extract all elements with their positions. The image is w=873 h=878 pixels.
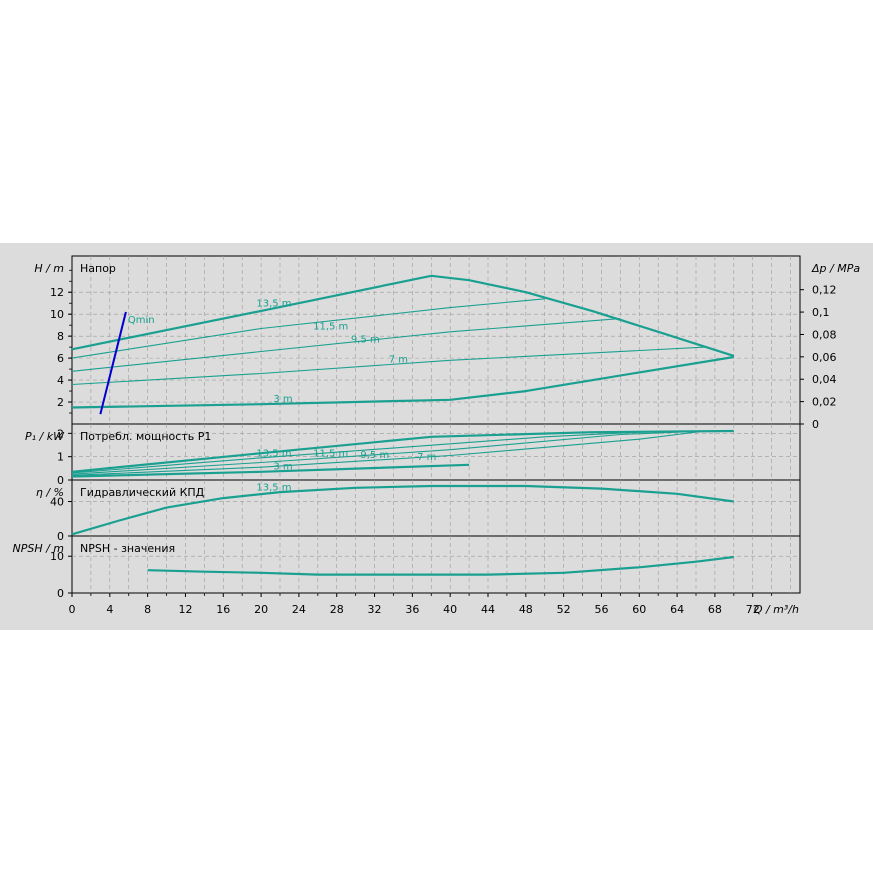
- series-label: 11,5 m: [313, 322, 348, 333]
- series-line: [71, 318, 621, 372]
- y-tick-label: 8: [57, 330, 64, 343]
- x-tick-label: 20: [254, 603, 268, 616]
- y-axis-label: H / m: [34, 262, 64, 275]
- y-tick-label: 0: [57, 474, 64, 487]
- x-tick-label: 32: [368, 603, 382, 616]
- y2-tick-label: 0,04: [812, 373, 837, 386]
- x-tick-label: 72: [746, 603, 760, 616]
- series-line: [71, 355, 734, 409]
- y-tick-label: 0: [57, 587, 64, 600]
- head-panel: 2 4 6 8 10 12 0 0,02 0,04 0,06 0,08 0,1 0,12 Δp / MPa…: [34, 255, 860, 431]
- y-axis-label: NPSH / m: [12, 542, 64, 555]
- series-label: 13,5 m: [256, 482, 291, 493]
- y2-tick-label: 0: [812, 418, 819, 431]
- series-label: 7 m: [389, 355, 408, 366]
- y-tick-label: 10: [50, 550, 64, 563]
- x-tick-label: 16: [216, 603, 230, 616]
- y2-tick-label: 0,08: [812, 328, 837, 341]
- series-line: [71, 484, 734, 536]
- y-tick-label: 6: [57, 352, 64, 365]
- x-tick-label: 24: [292, 603, 306, 616]
- x-tick-label: 0: [69, 603, 76, 616]
- series-label: 9,5 m: [351, 335, 380, 346]
- y-axis-label: P₁ / kW: [25, 430, 65, 443]
- y-tick-label: 12: [50, 286, 64, 299]
- series-label: 13,5 m: [256, 299, 291, 310]
- y-tick-label: 0: [57, 530, 64, 543]
- panel-title: NPSH - значения: [80, 542, 175, 555]
- qmin-line: [99, 311, 127, 415]
- plot-frame: [71, 535, 801, 594]
- series-line: [71, 298, 545, 359]
- series-line: [71, 430, 706, 474]
- series-label: 3 m: [273, 394, 292, 405]
- y-tick-label: 4: [57, 374, 64, 387]
- x-tick-label: 48: [519, 603, 533, 616]
- x-tick-label: 52: [557, 603, 571, 616]
- x-tick-label: 60: [632, 603, 646, 616]
- series-line: [71, 346, 706, 386]
- series-label: 3 m: [273, 462, 292, 473]
- y-tick-label: 2: [57, 427, 64, 440]
- y-tick-label: 2: [57, 396, 64, 409]
- x-tick-label: 64: [670, 603, 684, 616]
- x-tick-label: 68: [708, 603, 722, 616]
- series-label: 11,5 m: [313, 449, 348, 460]
- y2-tick-label: 0,06: [812, 351, 837, 364]
- series-line: [71, 274, 735, 357]
- x-tick-label: 28: [330, 603, 344, 616]
- x-tick-label: 8: [144, 603, 151, 616]
- series-line: [71, 430, 706, 475]
- y-tick-label: 1: [57, 451, 64, 464]
- panel-title: Потребл. мощность P1: [80, 430, 211, 443]
- series-line: [71, 463, 470, 478]
- y2-tick-label: 0,1: [812, 306, 830, 319]
- series-label: 13,5 m: [256, 449, 291, 460]
- series-label: 9,5 m: [360, 450, 389, 461]
- y-axis-label: η / %: [36, 486, 64, 499]
- panel-title: Гидравлический КПД: [80, 486, 205, 499]
- x-tick-label: 44: [481, 603, 495, 616]
- x-tick-label: 36: [405, 603, 419, 616]
- x-tick-label: 4: [106, 603, 113, 616]
- panel-title: Напор: [80, 262, 116, 275]
- qmin-label: Qmin: [128, 315, 155, 326]
- series-line: [147, 555, 734, 576]
- y2-tick-label: 0,12: [812, 284, 837, 297]
- efficiency-panel: 0 40η / % Гидравлический КПД 13,5 m: [36, 479, 801, 543]
- y-tick-label: 10: [50, 308, 64, 321]
- y2-tick-label: 0,02: [812, 396, 837, 409]
- x-tick-label: 40: [443, 603, 457, 616]
- y2-axis-label: Δp / MPa: [811, 262, 860, 275]
- x-axis-label: Q / m³/h: [754, 603, 799, 616]
- x-tick-label: 56: [594, 603, 608, 616]
- power-panel: 0 1 2P₁ / kW Потребл. мощность P1 13,5 m 11,5…: [25, 423, 801, 487]
- series-label: 7 m: [417, 452, 436, 463]
- series-line: [71, 430, 706, 476]
- y-tick-label: 40: [50, 496, 64, 509]
- x-tick-label: 12: [178, 603, 192, 616]
